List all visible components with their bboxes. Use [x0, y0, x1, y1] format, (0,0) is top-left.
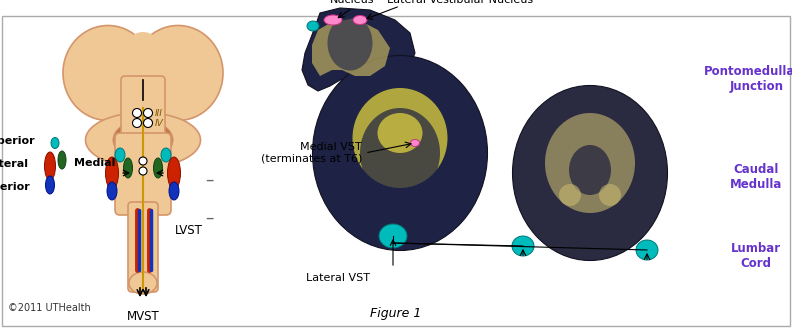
Ellipse shape: [45, 176, 55, 194]
Ellipse shape: [328, 15, 372, 71]
FancyBboxPatch shape: [121, 76, 165, 164]
Ellipse shape: [105, 157, 119, 189]
Text: IV: IV: [155, 118, 164, 128]
Ellipse shape: [115, 148, 125, 162]
Circle shape: [143, 109, 153, 117]
Text: –: –: [205, 209, 213, 227]
Circle shape: [139, 157, 147, 165]
Ellipse shape: [169, 182, 179, 200]
Ellipse shape: [154, 158, 162, 178]
Circle shape: [132, 109, 142, 117]
Circle shape: [132, 118, 142, 128]
Ellipse shape: [410, 139, 420, 147]
Ellipse shape: [360, 108, 440, 198]
Ellipse shape: [559, 184, 581, 206]
Ellipse shape: [63, 26, 153, 120]
Circle shape: [139, 167, 147, 175]
Ellipse shape: [116, 32, 170, 120]
Ellipse shape: [124, 158, 132, 178]
Ellipse shape: [512, 86, 668, 260]
Text: Lateral: Lateral: [0, 159, 28, 169]
Ellipse shape: [599, 184, 621, 206]
Polygon shape: [302, 8, 415, 93]
Text: Pontomedullary
Junction: Pontomedullary Junction: [704, 65, 792, 93]
Text: Lateral VST: Lateral VST: [306, 273, 370, 283]
Ellipse shape: [313, 55, 488, 251]
Ellipse shape: [51, 137, 59, 149]
Text: ©2011 UTHealth: ©2011 UTHealth: [8, 303, 91, 313]
Ellipse shape: [161, 148, 171, 162]
Ellipse shape: [58, 151, 66, 169]
Text: Superior: Superior: [0, 136, 35, 146]
Circle shape: [143, 118, 153, 128]
Polygon shape: [312, 18, 390, 76]
Ellipse shape: [44, 152, 55, 180]
Text: Medial Vestibular
Nucleus: Medial Vestibular Nucleus: [304, 0, 400, 5]
Ellipse shape: [636, 240, 658, 260]
Ellipse shape: [379, 224, 407, 248]
Ellipse shape: [353, 15, 367, 25]
Ellipse shape: [107, 182, 117, 200]
Text: Figure 1: Figure 1: [371, 307, 421, 320]
Ellipse shape: [129, 272, 157, 294]
Ellipse shape: [307, 21, 319, 31]
Ellipse shape: [133, 26, 223, 120]
Text: Medial VST
(terminates at T6): Medial VST (terminates at T6): [261, 142, 362, 164]
Text: Lumbar
Cord: Lumbar Cord: [731, 242, 782, 270]
FancyBboxPatch shape: [115, 133, 171, 215]
Text: III: III: [155, 109, 163, 117]
Ellipse shape: [86, 113, 200, 168]
Ellipse shape: [545, 113, 635, 213]
Text: –: –: [205, 171, 213, 189]
Ellipse shape: [113, 120, 173, 160]
Ellipse shape: [324, 15, 342, 25]
Text: Caudal
Medulla: Caudal Medulla: [730, 163, 782, 191]
FancyBboxPatch shape: [128, 202, 158, 292]
Ellipse shape: [378, 113, 422, 153]
Ellipse shape: [569, 145, 611, 195]
Text: MVST: MVST: [127, 310, 159, 323]
Text: Lateral Vestibular Nucleus: Lateral Vestibular Nucleus: [387, 0, 533, 5]
Text: Inferior: Inferior: [0, 182, 30, 192]
Ellipse shape: [167, 157, 181, 189]
Text: Medial: Medial: [74, 158, 116, 168]
Ellipse shape: [352, 88, 447, 188]
Text: LVST: LVST: [175, 223, 203, 236]
Ellipse shape: [512, 236, 534, 256]
